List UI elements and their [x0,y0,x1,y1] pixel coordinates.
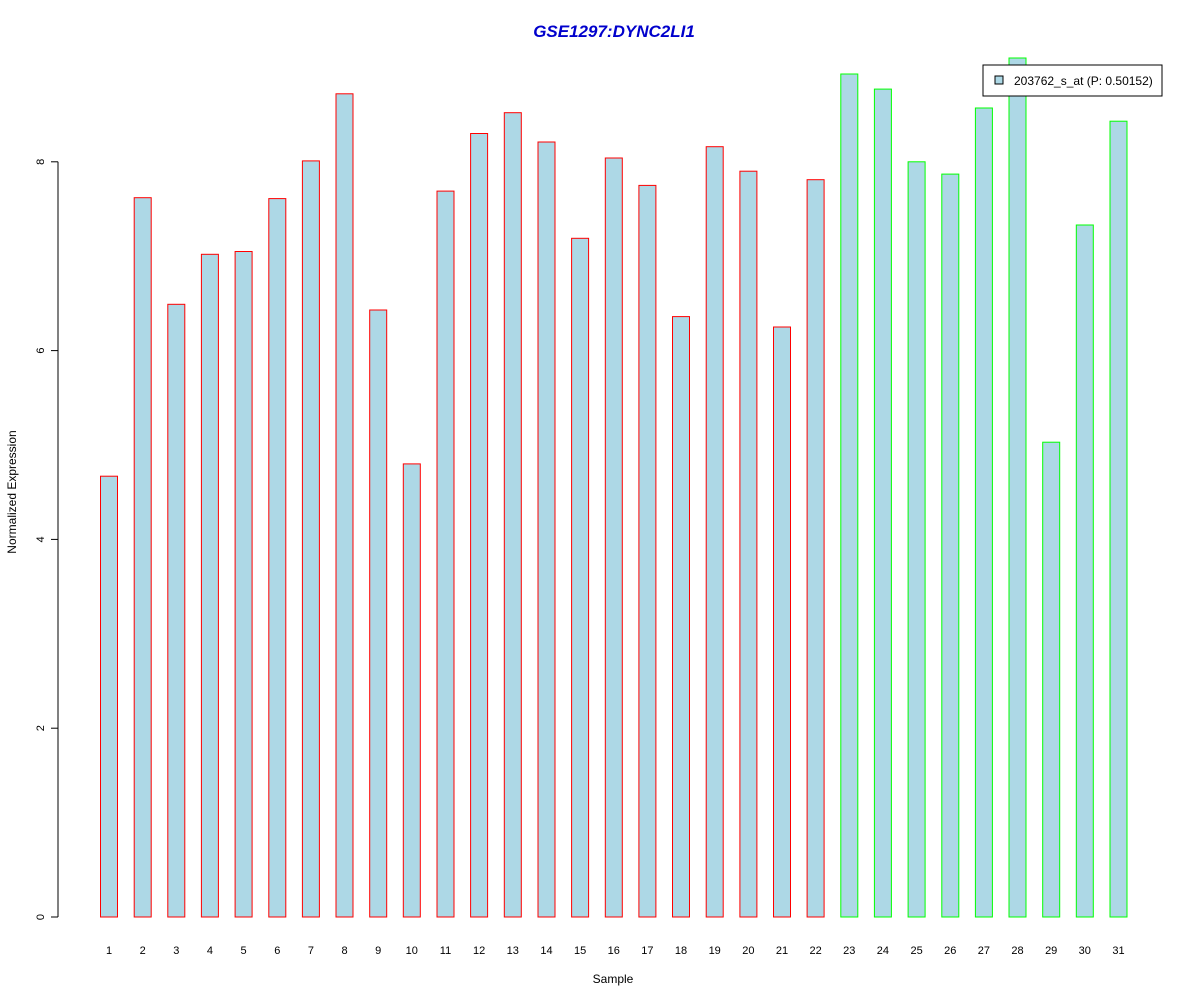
legend-label: 203762_s_at (P: 0.50152) [1014,74,1153,88]
y-tick-label: 4 [35,536,47,542]
y-tick-label: 2 [35,725,47,731]
x-tick-label: 18 [675,945,687,957]
y-axis-title: Normalized Expression [5,430,19,553]
bar-sample-28 [1008,57,1027,918]
x-tick-label: 26 [944,945,956,957]
bars [100,57,1128,918]
x-tick-label: 5 [241,945,247,957]
x-tick-label: 10 [406,945,418,957]
bar-sample-23 [840,73,859,918]
bar-sample-7 [301,160,320,918]
legend: 203762_s_at (P: 0.50152) [982,64,1163,97]
chart-title: GSE1297:DYNC2LI1 [533,22,695,41]
x-tick-labels: 1 2 3 4 5 6 7 8 9 10 11 12 13 14 15 16 17 18 19 20 21 22 23 24 2… [106,945,1125,957]
bar-sample-10 [402,463,421,918]
legend-swatch [994,75,1004,85]
x-tick-label: 15 [574,945,586,957]
x-tick-label: 29 [1045,945,1057,957]
bar-sample-5 [234,251,253,918]
x-tick-label: 6 [274,945,280,957]
x-tick-label: 25 [910,945,922,957]
bar-sample-21 [773,326,791,918]
x-tick-label: 23 [843,945,855,957]
x-tick-label: 30 [1079,945,1091,957]
y-axis: 0 2 4 6 8 [35,159,59,920]
x-axis-title: Sample [593,972,634,986]
y-tick-label: 8 [35,159,47,165]
bar-sample-27 [974,107,993,918]
y-tick-label: 0 [35,914,47,920]
y-tick-label: 6 [35,348,47,354]
x-tick-label: 20 [742,945,754,957]
bar-sample-19 [705,146,724,918]
legend-box [982,64,1163,97]
x-tick-label: 2 [140,945,146,957]
x-tick-label: 8 [341,945,347,957]
bar-sample-24 [873,88,892,918]
x-tick-label: 13 [507,945,519,957]
bar-sample-16 [604,157,623,918]
bar-sample-20 [739,170,758,918]
bar-sample-26 [941,173,960,918]
x-tick-label: 3 [173,945,179,957]
bar-sample-25 [907,161,926,918]
bar-sample-22 [806,179,825,918]
bar-sample-30 [1075,224,1094,918]
x-tick-label: 11 [440,945,451,957]
bar-sample-3 [167,303,186,918]
bar-sample-6 [268,198,287,918]
bar-sample-31 [1109,120,1128,918]
x-tick-label: 4 [207,945,213,957]
bar-sample-4 [200,253,219,918]
bar-sample-18 [672,316,690,918]
bar-sample-29 [1042,441,1061,918]
x-tick-label: 24 [877,945,889,957]
x-tick-label: 9 [375,945,381,957]
bar-sample-2 [133,197,152,918]
x-tick-label: 12 [473,945,485,957]
x-tick-label: 19 [709,945,721,957]
x-tick-label: 17 [641,945,653,957]
bar-sample-13 [503,112,522,918]
bar-sample-15 [571,237,590,918]
x-tick-label: 22 [809,945,821,957]
x-tick-label: 16 [608,945,620,957]
bar-sample-1 [100,475,118,918]
bar-sample-8 [335,93,354,918]
x-tick-label: 27 [978,945,990,957]
x-tick-label: 28 [1011,945,1023,957]
bar-sample-11 [436,190,455,918]
bar-sample-17 [638,184,657,918]
x-tick-label: 1 [106,945,112,957]
bar-sample-9 [369,309,388,918]
bar-sample-14 [537,141,556,918]
x-tick-label: 21 [776,945,788,957]
bar-sample-12 [470,133,489,918]
x-tick-label: 7 [308,945,314,957]
x-tick-label: 31 [1112,945,1124,957]
x-tick-label: 14 [540,945,552,957]
